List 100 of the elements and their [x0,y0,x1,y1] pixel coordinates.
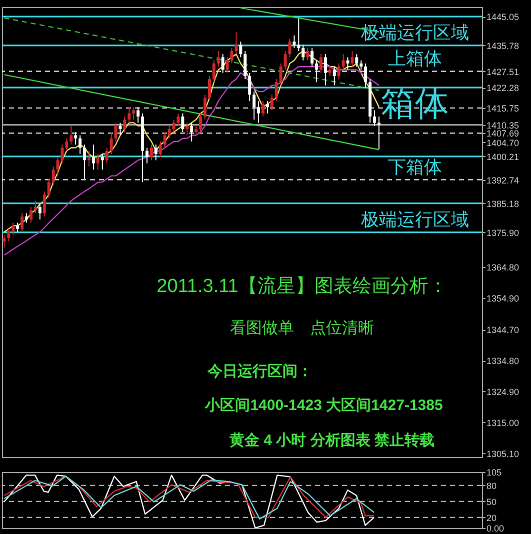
candlestick [132,106,136,120]
candlestick [216,50,220,68]
candlestick [199,112,202,133]
ref-line-label: 下箱体 [388,156,442,177]
y-tick-label: 1422.28 [486,83,520,94]
candlestick [239,41,242,58]
candlestick [310,47,314,68]
candlestick [38,203,42,220]
candlestick [92,144,95,170]
candlestick [60,144,64,164]
candlestick [128,106,131,124]
y-tick-label: 105 [486,468,502,478]
ref-line-label: 箱体 [380,84,449,123]
candlestick [123,116,126,133]
candlestick [270,94,274,111]
ref-line-label: 极端运行区域 [360,209,469,230]
candlestick [100,153,104,170]
candlestick [248,72,252,102]
candlestick [194,125,198,136]
y-tick-label: 1445.05 [486,12,520,22]
y-tick-label: 1385.18 [486,198,520,209]
candlestick [212,60,216,83]
candlestick [319,54,322,74]
candlestick [158,141,162,158]
y-tick-label: 1364.80 [486,262,520,272]
y-tick-label: 1415.75 [486,103,520,114]
y-tick-label: 1427.51 [486,66,520,77]
candlestick [105,147,108,164]
text: 2011.3.11【流星】图表绘画分析： [156,275,448,297]
candlestick [65,138,68,152]
y-tick-label: 1375.90 [486,228,520,238]
candlestick [226,56,229,74]
candlestick [346,56,350,70]
candlestick [20,212,24,232]
candlestick [78,134,82,154]
y-tick-label: 1400.21 [486,152,520,162]
candlestick [328,66,332,76]
line-series [4,474,375,528]
candlestick [279,62,282,86]
y-tick-label: 1410.35 [486,120,520,130]
candlestick [70,125,73,146]
candlestick [186,122,189,136]
candlestick [302,44,305,61]
y-tick-label: 1315.00 [486,418,520,428]
candlestick [274,78,278,102]
candlestick [234,32,238,55]
y-tick-label: 1324.90 [486,386,520,397]
candlestick [337,62,340,80]
candlestick [30,206,32,224]
candlestick [34,200,37,214]
annotation: 黄金 4 小时 分析图表 禁止转载 [228,432,435,449]
candlestick [163,132,166,148]
candlestick [150,144,153,161]
y-tick-label: 1334.80 [486,356,520,366]
y-tick-label: 1435.78 [486,40,520,51]
annotation: 小区间1400-1423 大区间1427-1385 [204,397,443,414]
candlestick [373,110,376,126]
y-tick-label: 1305.10 [486,448,520,459]
candlestick [42,190,46,217]
candlestick [261,100,264,118]
candlestick [56,156,60,176]
candlestick [87,150,90,167]
candlestick [168,125,171,139]
candlestick [52,166,55,186]
annotation: 看图做单 点位清晰 [230,319,374,337]
y-tick-label: 1404.70 [486,138,520,148]
candlestick [96,153,100,170]
y-tick-label: 1354.90 [486,293,520,304]
y-tick-label: 1392.74 [486,175,520,186]
y-tick-label: 50 [486,496,497,507]
y-tick-label: 20 [486,512,497,523]
candlestick [342,54,345,70]
candlestick [176,112,180,126]
candlestick [2,234,6,248]
candlestick [16,222,20,232]
candlestick [292,34,296,48]
candlestick [203,94,206,120]
candlestick [12,222,15,236]
candlestick [208,75,211,102]
ref-line-label: 上箱体 [388,48,442,68]
candlestick [306,47,310,61]
candlestick [25,212,28,224]
candlestick [110,132,113,154]
candlestick [355,54,358,68]
candlestick [172,119,176,133]
candlestick [114,122,118,142]
candlestick [297,18,300,52]
y-tick-label: 1407.69 [486,128,520,139]
candlestick [288,38,292,58]
y-tick-label: 1344.70 [486,325,520,336]
candlestick [154,144,158,161]
y-tick-label: 80 [486,480,497,491]
candlestick [284,50,287,70]
annotation: 今日运行区间： [206,363,312,380]
candlestick [7,228,10,242]
candlestick [350,50,354,68]
candlestick [145,147,148,164]
y-tick-label: 0.00 [486,524,504,534]
candlestick [230,47,234,64]
candlestick [47,178,50,198]
